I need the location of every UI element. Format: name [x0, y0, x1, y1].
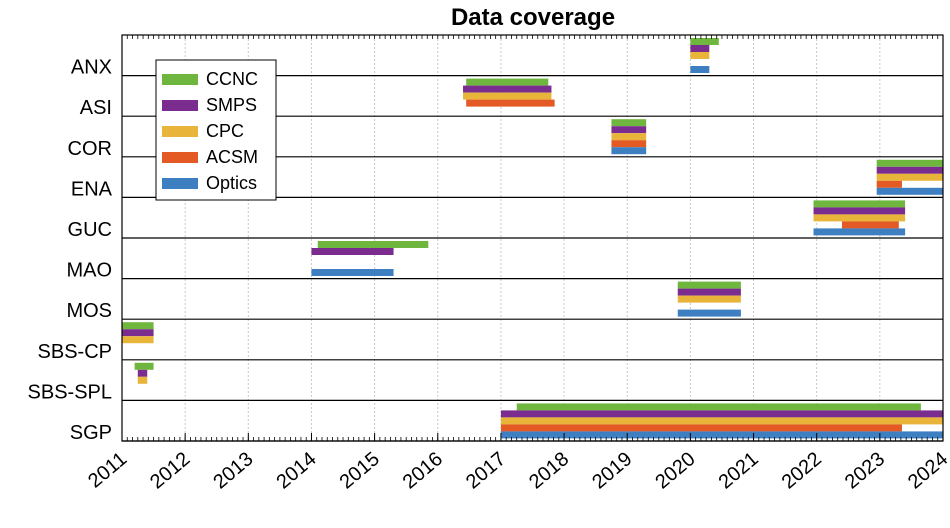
x-tick-label: 2022 — [778, 448, 826, 493]
x-tick-label: 2013 — [209, 448, 257, 493]
bar-sbs-cp-ccnc — [122, 322, 154, 330]
bar-cor-smps — [611, 126, 647, 134]
legend-swatch-acsm — [162, 152, 198, 163]
bar-mos-cpc — [677, 295, 741, 303]
bar-sgp-acsm — [500, 424, 902, 432]
legend-swatch-smps — [162, 100, 198, 111]
bar-mos-optics — [677, 309, 741, 317]
legend-label-ccnc: CCNC — [206, 69, 258, 89]
chart-title: Data coverage — [451, 4, 615, 31]
bar-mao-optics — [311, 269, 394, 276]
legend-label-optics: Optics — [206, 173, 257, 193]
bar-guc-acsm — [841, 221, 899, 229]
bar-sgp-optics — [500, 431, 943, 439]
bar-asi-acsm — [466, 99, 555, 107]
bar-mos-ccnc — [677, 281, 741, 289]
y-tick-label: MAO — [66, 260, 112, 282]
bar-ena-ccnc — [876, 159, 943, 167]
bar-sbs-spl-smps — [137, 369, 148, 377]
x-tick-label: 2024 — [904, 448, 950, 493]
bar-sbs-spl-cpc — [137, 376, 148, 384]
y-tick-label: COR — [68, 138, 112, 160]
bar-guc-optics — [813, 228, 906, 236]
bar-anx-ccnc — [690, 38, 719, 45]
bar-mao-smps — [311, 248, 394, 255]
bar-ena-smps — [876, 166, 943, 174]
y-tick-label: GUC — [68, 219, 112, 241]
bar-cor-cpc — [611, 133, 647, 141]
bar-sgp-cpc — [500, 417, 943, 425]
x-tick-label: 2021 — [715, 448, 763, 493]
x-tick-label: 2018 — [525, 448, 573, 493]
y-tick-label: SBS-SPL — [28, 381, 112, 403]
x-tick-label: 2015 — [336, 448, 384, 493]
bar-cor-acsm — [611, 140, 647, 148]
legend-swatch-optics — [162, 178, 198, 189]
bar-guc-cpc — [813, 214, 906, 222]
bar-mao-ccnc — [317, 241, 429, 248]
bar-anx-optics — [690, 66, 710, 73]
y-tick-label: MOS — [66, 300, 112, 322]
bar-sbs-cp-smps — [122, 329, 154, 337]
y-tick-label: ASI — [80, 97, 112, 119]
bar-asi-smps — [463, 85, 552, 93]
bar-sgp-ccnc — [516, 403, 921, 411]
bar-ena-optics — [876, 187, 943, 195]
legend-label-smps: SMPS — [206, 95, 257, 115]
x-tick-label: 2019 — [588, 448, 636, 493]
x-tick-label: 2012 — [146, 448, 194, 493]
bar-ena-acsm — [876, 180, 902, 188]
x-tick-label: 2023 — [841, 448, 889, 493]
bar-anx-cpc — [690, 52, 710, 59]
bar-anx-smps — [690, 45, 710, 52]
x-tick-label: 2014 — [272, 448, 320, 493]
bar-guc-ccnc — [813, 200, 906, 208]
bar-ena-cpc — [876, 173, 943, 181]
legend-swatch-cpc — [162, 126, 198, 137]
bar-sgp-smps — [500, 410, 943, 418]
x-tick-label: 2016 — [399, 448, 447, 493]
y-tick-label: ANX — [71, 57, 112, 79]
x-tick-label: 2011 — [84, 448, 131, 493]
bar-guc-smps — [813, 207, 906, 215]
bar-asi-cpc — [463, 92, 552, 100]
bar-sbs-cp-cpc — [122, 336, 154, 344]
legend-label-acsm: ACSM — [206, 147, 258, 167]
bar-mos-smps — [677, 288, 741, 296]
bar-sbs-spl-ccnc — [134, 362, 154, 370]
x-tick-label: 2017 — [462, 448, 510, 493]
legend-label-cpc: CPC — [206, 121, 244, 141]
bar-cor-optics — [611, 147, 647, 155]
legend: CCNC SMPS CPC ACSM Optics — [155, 59, 277, 201]
legend-swatch-ccnc — [162, 74, 198, 85]
y-tick-label: SBS-CP — [38, 341, 112, 363]
y-tick-label: SGP — [70, 422, 112, 444]
bar-cor-ccnc — [611, 119, 647, 127]
bar-asi-ccnc — [466, 78, 549, 86]
x-tick-label: 2020 — [651, 448, 699, 493]
bars-layer — [122, 38, 943, 439]
y-tick-label: ENA — [71, 178, 113, 200]
